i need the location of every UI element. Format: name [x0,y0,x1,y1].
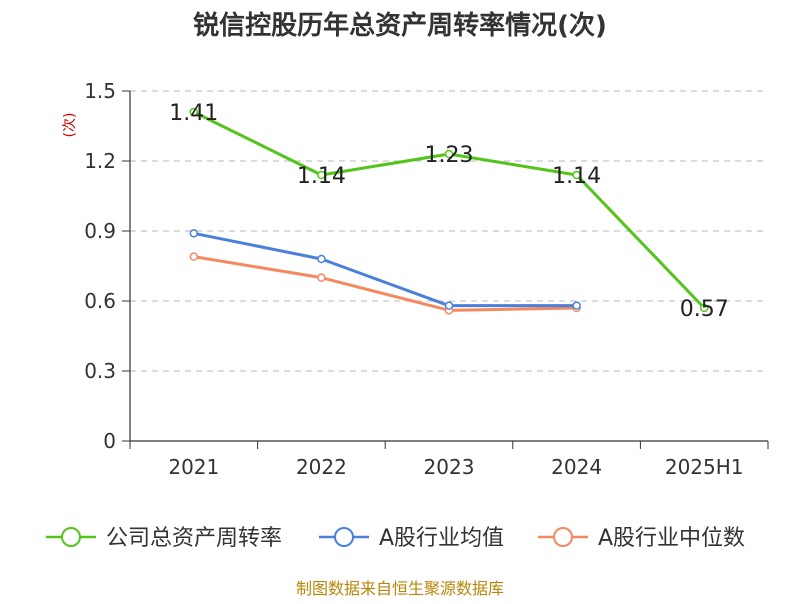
y-tick-label: 0.9 [84,219,116,243]
data-label: 1.23 [425,143,474,168]
x-tick-label: 2024 [551,455,602,479]
x-tick-label: 2025H1 [665,455,744,479]
y-axis-label: (次) [62,113,78,138]
legend-marker [61,527,81,547]
series-line [192,110,706,310]
y-tick-label: 1.5 [84,79,116,103]
series-line [192,231,579,308]
data-point [572,301,581,310]
data-point [699,303,709,313]
data-label: 1.14 [552,164,601,189]
data-point [317,273,326,282]
data-point [572,170,581,180]
data-point [317,170,326,180]
x-tick-label: 2023 [424,455,475,479]
legend: 公司总资产周转率 A股行业均值 A股行业中位数 [46,526,745,551]
data-point [189,252,199,261]
y-tick-label: 1.2 [84,149,116,173]
data-point [444,301,454,310]
data-label: 1.14 [297,164,346,189]
data-label-layer: 1.41 1.14 1.23 1.14 0.57 [169,101,728,322]
series-line [192,255,579,312]
data-label: 0.57 [680,297,729,322]
y-tick-label: 0.3 [84,359,116,383]
x-tick-label: 2022 [296,455,347,479]
y-tick-label: 0.6 [84,289,116,313]
data-label: 1.41 [169,101,218,126]
series-layer [189,107,709,315]
data-point [189,229,199,238]
grid-layer [130,90,768,372]
chart-title: 锐信控股历年总资产周转率情况(次) [193,10,607,41]
legend-marker [334,527,354,547]
legend-label: A股行业中位数 [598,526,745,551]
y-tick-label: 0 [103,429,116,453]
legend-marker [553,527,573,547]
axis-layer: 0 0.3 0.6 0.9 1.2 1.5 2021 2022 2023 2024 2025H1 [84,79,769,479]
x-tick-label: 2021 [168,455,219,479]
legend-label: 公司总资产周转率 [106,526,282,551]
legend-label: A股行业均值 [379,526,504,551]
data-point [444,149,454,159]
data-point [189,107,199,117]
data-point [317,254,326,264]
source-note: 制图数据来自恒生聚源数据库 [296,579,504,598]
